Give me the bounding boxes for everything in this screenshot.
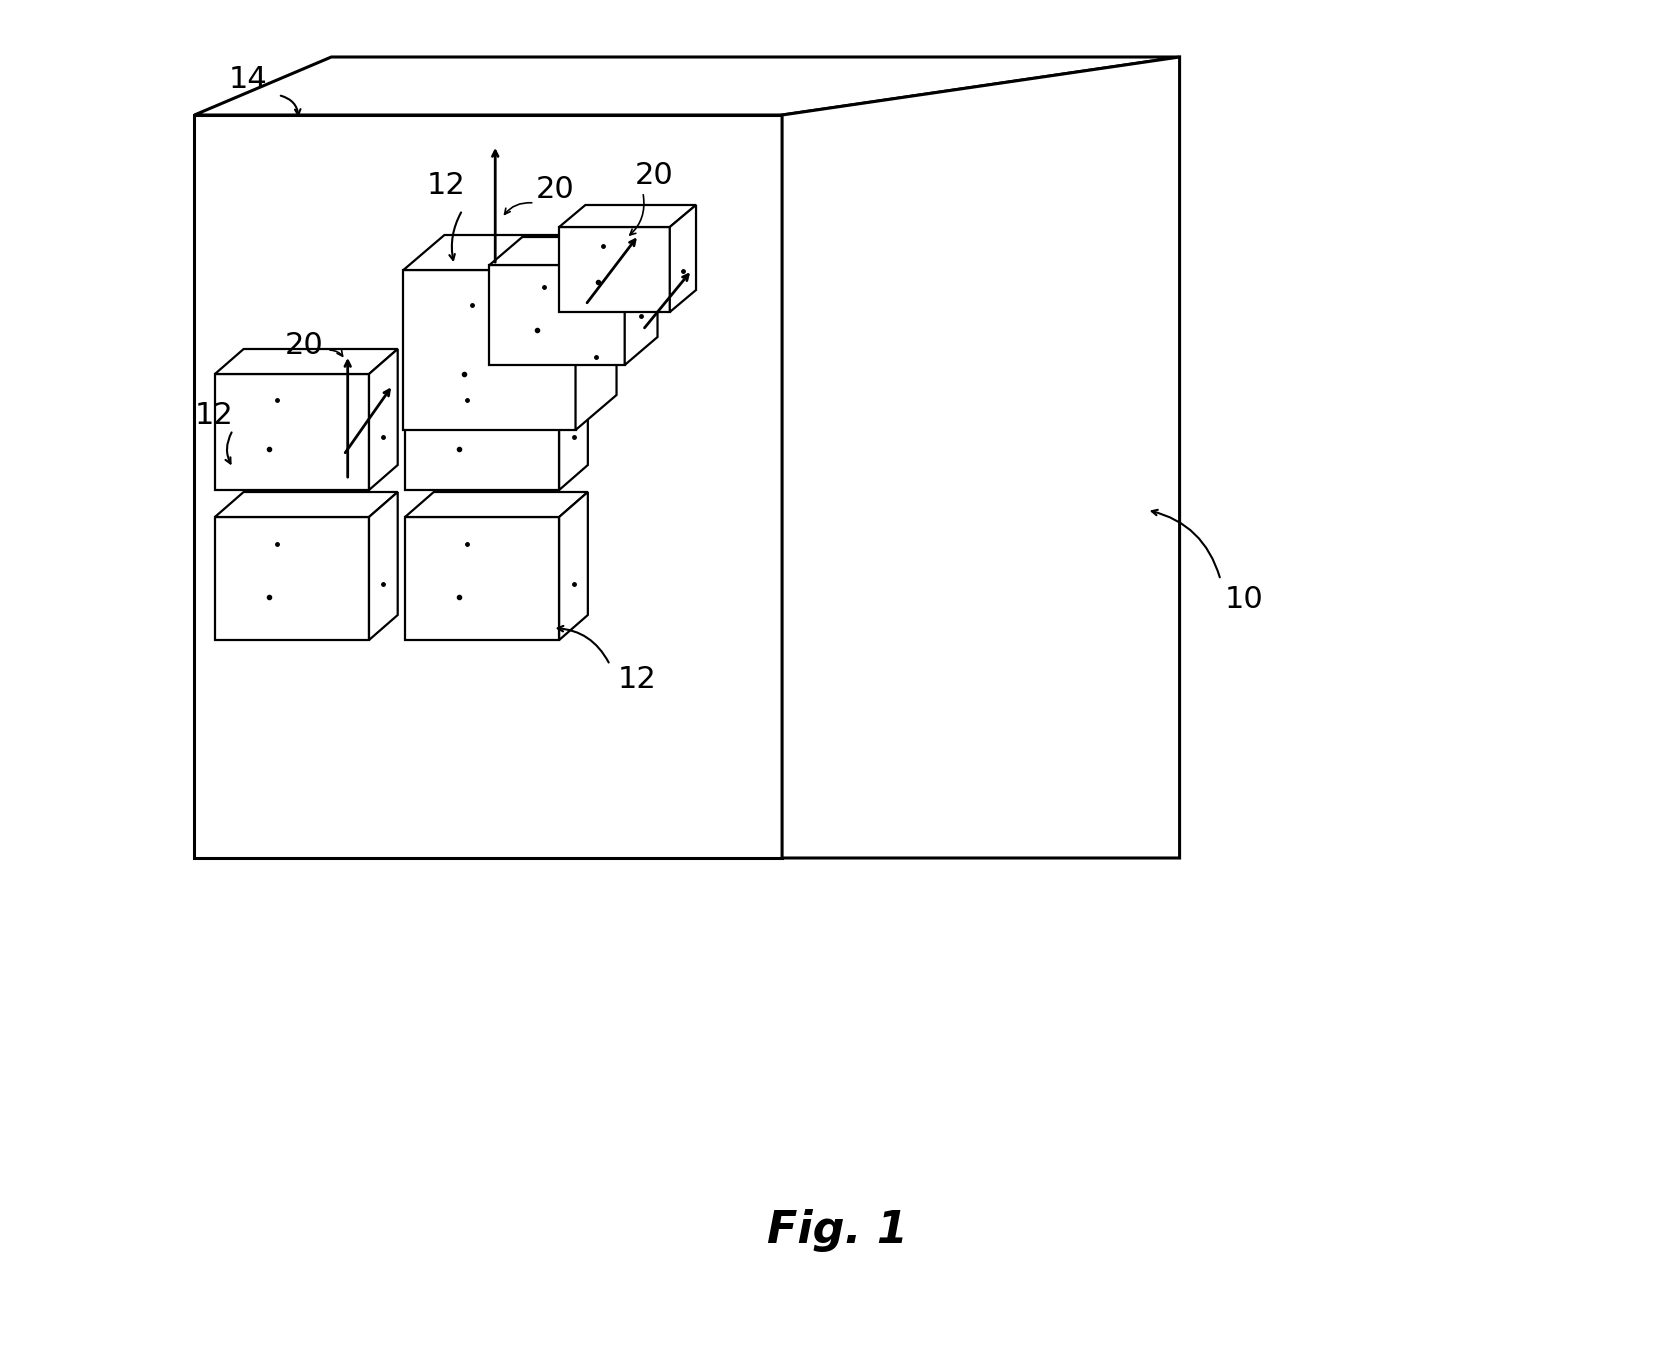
Text: Fig. 1: Fig. 1 xyxy=(766,1209,907,1251)
Text: 20: 20 xyxy=(535,176,574,204)
Polygon shape xyxy=(405,375,559,490)
Polygon shape xyxy=(405,493,587,517)
Text: 12: 12 xyxy=(194,401,233,429)
Polygon shape xyxy=(559,204,696,226)
Polygon shape xyxy=(559,226,669,311)
Polygon shape xyxy=(781,58,1179,858)
Polygon shape xyxy=(214,517,368,639)
Polygon shape xyxy=(214,348,398,375)
Polygon shape xyxy=(194,115,781,858)
Polygon shape xyxy=(403,270,576,429)
Text: 20: 20 xyxy=(284,331,323,359)
Polygon shape xyxy=(214,493,398,517)
Polygon shape xyxy=(405,348,587,375)
Polygon shape xyxy=(368,493,398,639)
Polygon shape xyxy=(559,493,587,639)
Text: 20: 20 xyxy=(634,161,673,189)
Polygon shape xyxy=(489,265,624,365)
Polygon shape xyxy=(403,235,616,270)
Polygon shape xyxy=(624,237,657,365)
Polygon shape xyxy=(194,58,1179,115)
Polygon shape xyxy=(576,235,616,429)
Polygon shape xyxy=(489,237,657,265)
Text: 12: 12 xyxy=(617,665,656,694)
Polygon shape xyxy=(214,375,368,490)
Polygon shape xyxy=(368,348,398,490)
Text: 12: 12 xyxy=(427,170,465,199)
Polygon shape xyxy=(559,348,587,490)
Text: 14: 14 xyxy=(229,66,268,95)
Text: 10: 10 xyxy=(1225,586,1263,615)
Polygon shape xyxy=(669,204,696,311)
Polygon shape xyxy=(405,517,559,639)
